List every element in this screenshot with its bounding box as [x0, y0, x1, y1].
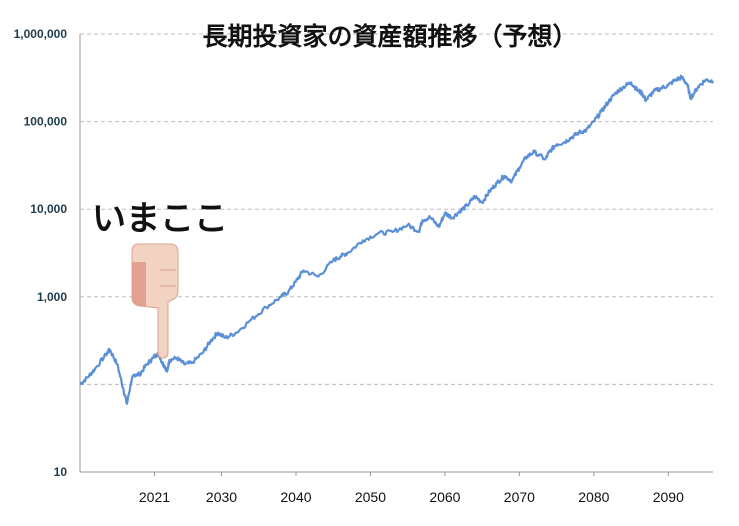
x-tick-label: 2050 — [355, 489, 386, 505]
x-tick-label: 2030 — [206, 489, 237, 505]
y-tick-label: 10 — [54, 465, 68, 479]
x-tick-label: 2070 — [504, 489, 535, 505]
y-tick-label: 1,000,000 — [14, 27, 68, 41]
annotation-text: いまここ — [92, 199, 228, 239]
y-tick-label: 100,000 — [24, 115, 68, 129]
x-tick-label: 2080 — [578, 489, 609, 505]
x-tick-label: 2090 — [653, 489, 684, 505]
x-tick-label: 2021 — [139, 489, 170, 505]
x-tick-label: 2060 — [429, 489, 460, 505]
y-tick-label: 1,000 — [37, 290, 67, 304]
series-layer — [79, 74, 714, 405]
y-tick-label: 10,000 — [30, 202, 67, 216]
x-tick-label: 2040 — [280, 489, 311, 505]
pointing-hand-icon — [131, 243, 179, 359]
series-line — [79, 74, 714, 405]
chart-title: 長期投資家の資産額推移（予想） — [202, 22, 577, 51]
axes: 10 1,000 10,000 100,000 1,000,000 2021 2030 204… — [14, 27, 713, 505]
